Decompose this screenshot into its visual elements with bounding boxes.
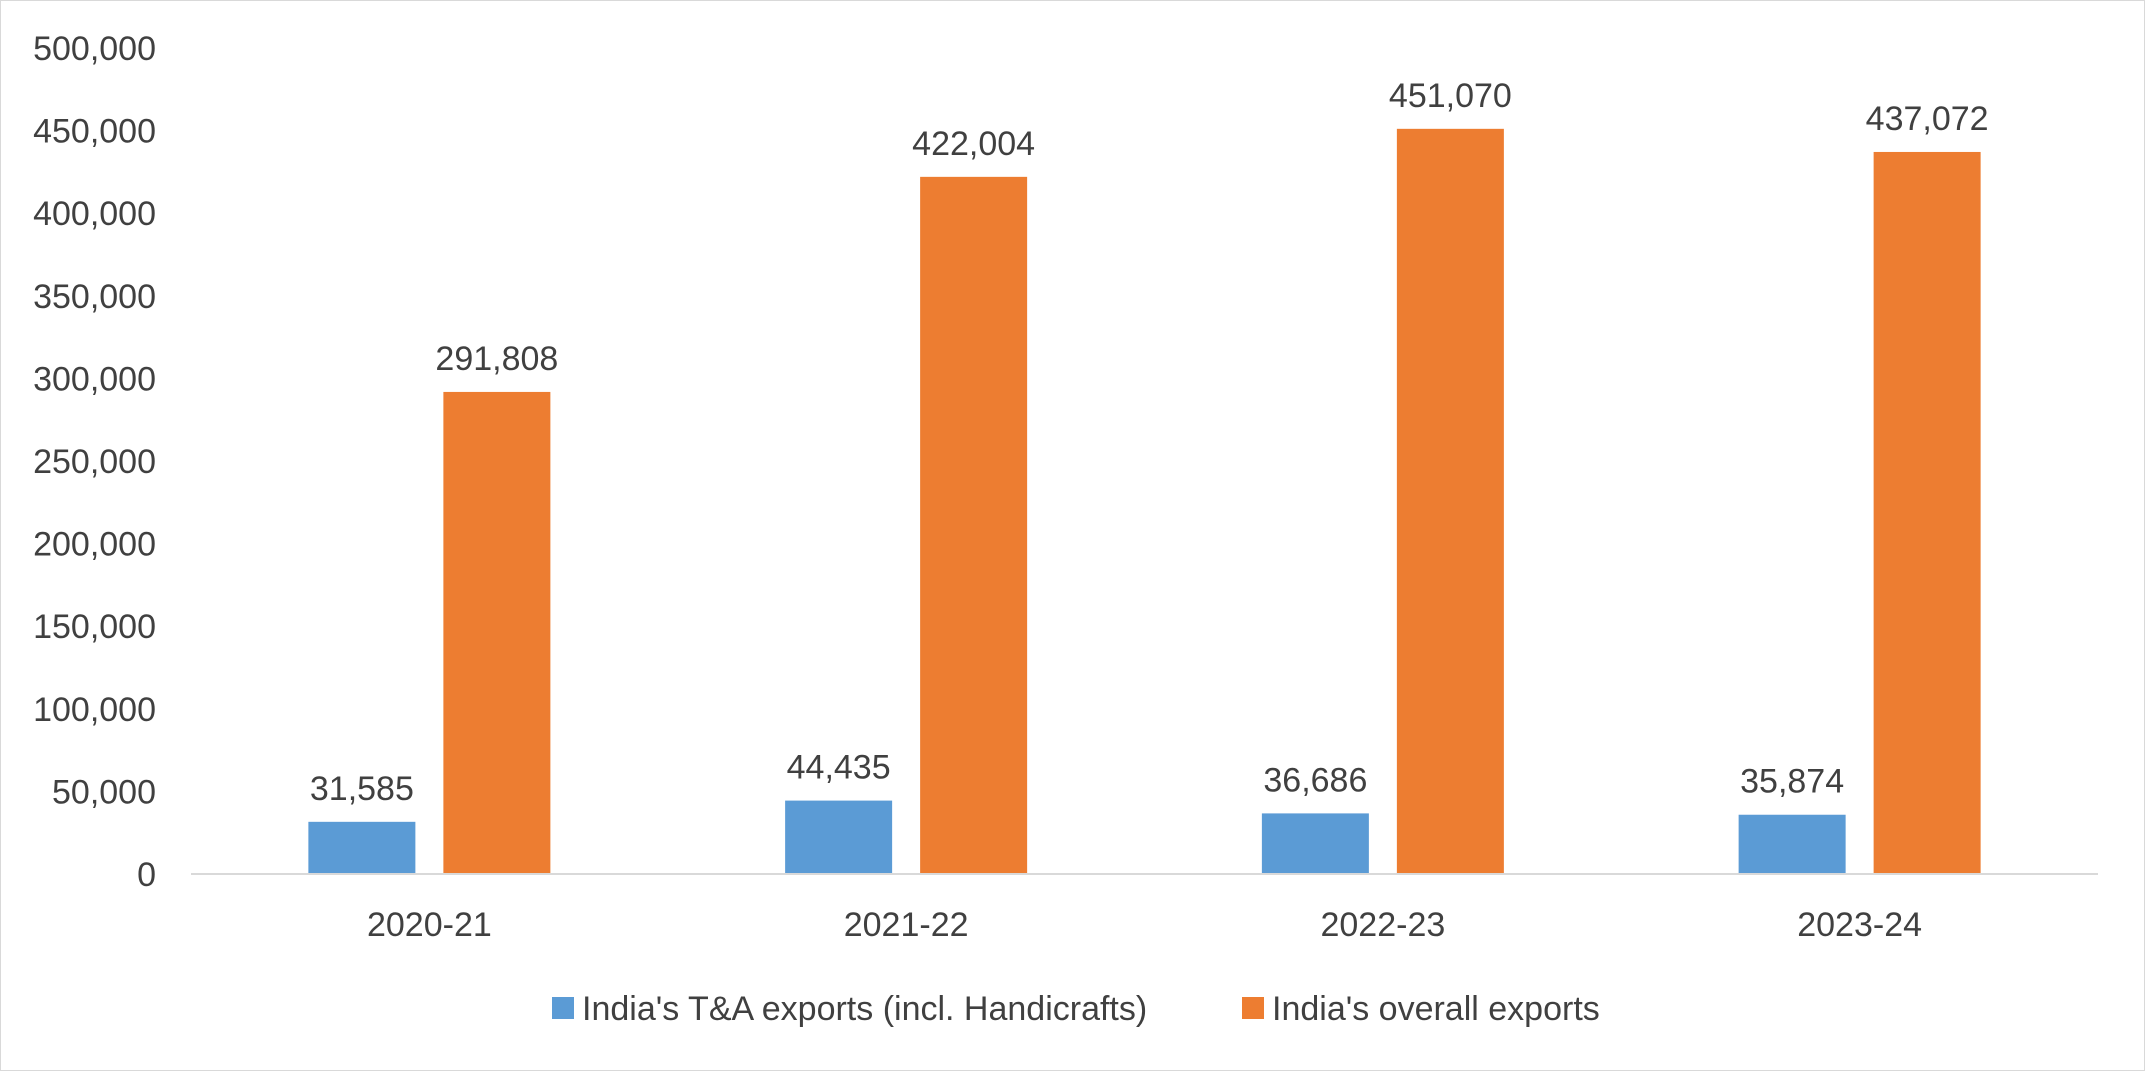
bar bbox=[1396, 128, 1504, 874]
y-tick-label: 350,000 bbox=[33, 278, 156, 316]
bar bbox=[1873, 151, 1981, 875]
bar bbox=[308, 821, 416, 874]
y-tick-label: 50,000 bbox=[52, 773, 156, 811]
y-tick-label: 0 bbox=[137, 856, 156, 894]
y-tick-label: 200,000 bbox=[33, 526, 156, 564]
legend: India's T&A exports (incl. Handicrafts) I… bbox=[552, 990, 1600, 1028]
bar bbox=[1261, 813, 1369, 874]
x-tick-label: 2023-24 bbox=[1797, 906, 1922, 944]
y-tick-label: 250,000 bbox=[33, 443, 156, 481]
y-tick-label: 450,000 bbox=[33, 113, 156, 151]
x-axis-category-labels: 2020-21 2021-22 2022-23 2023-24 bbox=[367, 906, 1922, 944]
bar bbox=[920, 176, 1028, 875]
y-tick-label: 150,000 bbox=[33, 608, 156, 646]
data-label: 44,435 bbox=[787, 749, 891, 787]
data-label: 35,874 bbox=[1740, 763, 1844, 801]
data-label: 31,585 bbox=[310, 770, 414, 808]
data-label: 422,004 bbox=[912, 125, 1035, 163]
data-labels: 31,585 291,808 44,435 422,004 36,686 451,070 3… bbox=[310, 77, 1989, 808]
y-tick-label: 500,000 bbox=[33, 30, 156, 68]
y-tick-label: 400,000 bbox=[33, 195, 156, 233]
bar-series bbox=[308, 128, 1981, 875]
bar bbox=[1738, 814, 1846, 874]
data-label: 437,072 bbox=[1866, 100, 1989, 138]
legend-label: India's T&A exports (incl. Handicrafts) bbox=[582, 990, 1147, 1028]
data-label: 36,686 bbox=[1263, 761, 1367, 799]
bar bbox=[443, 391, 551, 874]
y-axis-tick-labels: 0 50,000 100,000 150,000 200,000 250,000 300,0… bbox=[33, 30, 156, 894]
legend-swatch bbox=[1242, 997, 1264, 1019]
x-tick-label: 2022-23 bbox=[1320, 906, 1445, 944]
legend-label: India's overall exports bbox=[1272, 990, 1600, 1028]
y-tick-label: 300,000 bbox=[33, 360, 156, 398]
x-tick-label: 2021-22 bbox=[844, 906, 969, 944]
x-tick-label: 2020-21 bbox=[367, 906, 492, 944]
data-label: 451,070 bbox=[1389, 77, 1512, 115]
legend-swatch bbox=[552, 997, 574, 1019]
data-label: 291,808 bbox=[435, 340, 558, 378]
y-tick-label: 100,000 bbox=[33, 691, 156, 729]
bar bbox=[785, 800, 893, 874]
